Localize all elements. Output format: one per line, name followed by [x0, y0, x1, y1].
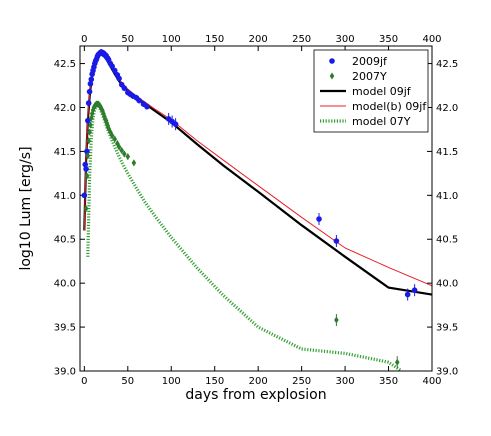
data-point-2007y — [84, 172, 90, 180]
data-point-2009jf — [136, 97, 142, 104]
data-point-2009jf — [88, 76, 95, 83]
y-tick-label-left: 39.0 — [54, 367, 76, 378]
data-point-2007y — [119, 147, 125, 155]
data-point-2007y — [122, 150, 127, 158]
data-point-2009jf — [85, 100, 92, 106]
data-point-2007y — [83, 205, 89, 212]
x-tick-label-bottom: 400 — [422, 376, 441, 387]
y-tick-label-left: 40.0 — [54, 279, 76, 290]
y-tick-label-left: 42.0 — [54, 103, 76, 114]
data-point-2009jf — [83, 166, 89, 172]
x-tick-label-bottom: 300 — [336, 376, 355, 387]
data-point-2009jf — [411, 287, 418, 293]
x-tick-label-bottom: 50 — [121, 376, 134, 387]
data-point-2007y — [87, 128, 92, 136]
y-tick-label-left: 41.0 — [54, 191, 76, 202]
data-point-2009jf — [116, 75, 122, 82]
legend-label: 2009jf — [352, 55, 388, 68]
data-point-2007y — [88, 121, 93, 129]
y-tick-label-right: 40.5 — [436, 235, 458, 246]
x-axis-label: days from explosion — [185, 387, 326, 403]
y-axis-label: log10 Lum [erg/s] — [18, 146, 34, 270]
data-point-2009jf — [404, 291, 411, 298]
legend-label: 2007Y — [352, 70, 387, 83]
legend-marker-2007y — [329, 72, 335, 80]
data-point-2009jf — [111, 67, 118, 74]
data-point-2009jf — [316, 216, 322, 222]
data-point-2007y — [334, 316, 339, 324]
y-tick-label-left: 39.5 — [54, 323, 76, 334]
data-point-2007y — [394, 358, 400, 366]
data-point-2009jf — [84, 148, 90, 155]
x-tick-label-top: 100 — [162, 34, 181, 45]
x-tick-label-bottom: 350 — [379, 376, 398, 387]
data-point-2007y — [86, 137, 91, 145]
data-point-2009jf — [121, 85, 128, 91]
y-tick-label-left: 41.5 — [54, 147, 76, 158]
data-point-2009jf — [172, 121, 179, 127]
data-point-2007y — [125, 153, 131, 161]
x-tick-label-bottom: 200 — [249, 376, 268, 387]
x-tick-label-bottom: 100 — [162, 376, 181, 387]
plot-frame — [79, 45, 433, 372]
data-point-2009jf — [87, 80, 94, 87]
data-point-2007y — [109, 132, 115, 140]
data-point-2009jf — [109, 63, 115, 70]
x-tick-label-bottom: 0 — [81, 376, 87, 387]
data-point-2009jf — [333, 238, 340, 244]
x-tick-label-top: 300 — [336, 34, 355, 45]
y-tick-label-right: 40.0 — [436, 279, 458, 290]
x-tick-label-top: 200 — [249, 34, 268, 45]
x-tick-label-top: 400 — [422, 34, 441, 45]
x-tick-label-top: 0 — [81, 34, 87, 45]
data-point-2007y — [131, 159, 137, 167]
data-point-2007y — [112, 135, 118, 143]
legend-label: model(b) 09jf — [352, 100, 427, 113]
legend-label: model 07Y — [352, 115, 411, 128]
x-tick-label-bottom: 250 — [292, 376, 311, 387]
data-point-2009jf — [86, 88, 93, 95]
x-tick-label-top: 150 — [205, 34, 224, 45]
y-tick-label-right: 41.0 — [436, 191, 458, 202]
data-point-2009jf — [85, 117, 91, 124]
legend-label: model 09jf — [352, 85, 412, 98]
data-point-2009jf — [81, 192, 88, 199]
y-tick-label-right: 42.0 — [436, 103, 458, 114]
ticks-layer: 0 0 50 50 100 100 150 150 200 200 250 250 300 300 350 3… — [54, 34, 459, 387]
y-tick-label-left: 40.5 — [54, 235, 76, 246]
y-tick-label-right: 39.0 — [436, 367, 458, 378]
legend-marker-2009jf — [329, 58, 335, 64]
x-tick-label-bottom: 150 — [205, 376, 224, 387]
x-tick-label-top: 250 — [292, 34, 311, 45]
y-tick-label-left: 42.5 — [54, 59, 76, 70]
data-point-2007y — [116, 143, 122, 151]
data-point-2007y — [85, 152, 91, 160]
data-point-2009jf — [144, 103, 150, 110]
x-tick-label-top: 50 — [121, 34, 134, 45]
y-tick-label-right: 39.5 — [436, 323, 458, 334]
y-tick-label-right: 42.5 — [436, 59, 458, 70]
legend: 2009jf 2007Y model 09jf model(b) 09jf model … — [313, 49, 429, 133]
series-layer — [81, 49, 432, 371]
data-point-2009jf — [82, 161, 89, 168]
y-tick-label-right: 41.5 — [436, 147, 458, 158]
x-tick-label-top: 350 — [379, 34, 398, 45]
